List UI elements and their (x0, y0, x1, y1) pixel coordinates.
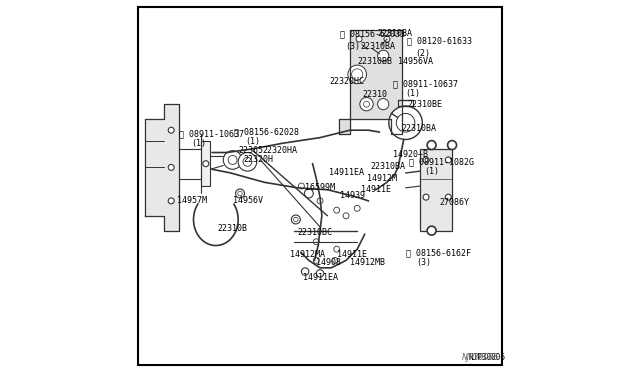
Circle shape (389, 106, 422, 140)
Circle shape (334, 246, 340, 252)
Circle shape (396, 113, 415, 132)
Polygon shape (339, 30, 402, 134)
Circle shape (354, 205, 360, 211)
Circle shape (445, 157, 451, 163)
Circle shape (305, 189, 314, 198)
Circle shape (243, 157, 252, 166)
Circle shape (203, 161, 209, 167)
Circle shape (294, 217, 298, 222)
Text: (1): (1) (191, 139, 207, 148)
Text: Ⓑ 08120-61633: Ⓑ 08120-61633 (408, 36, 472, 45)
Text: 14957M: 14957M (177, 196, 207, 205)
Text: Ⓝ 08911-10637: Ⓝ 08911-10637 (392, 79, 458, 88)
Circle shape (317, 198, 323, 204)
Text: Ⓑ 08156-6162F: Ⓑ 08156-6162F (406, 248, 470, 257)
Circle shape (238, 153, 257, 171)
Bar (201, 141, 211, 186)
Text: NJP30006: NJP30006 (468, 353, 506, 362)
Text: 14956VA: 14956VA (398, 57, 433, 66)
Text: 22310BB: 22310BB (357, 57, 392, 66)
Circle shape (351, 69, 363, 80)
Text: Ⓑ 08156-62028: Ⓑ 08156-62028 (234, 128, 300, 137)
Circle shape (228, 155, 237, 164)
Text: 14912M: 14912M (367, 174, 397, 183)
Text: 22310BA: 22310BA (370, 162, 405, 171)
Circle shape (378, 99, 389, 110)
Text: (3): (3) (417, 258, 432, 267)
Text: 22320HC: 22320HC (330, 77, 364, 86)
Circle shape (423, 194, 429, 200)
Circle shape (334, 207, 340, 213)
Circle shape (343, 213, 349, 219)
Circle shape (356, 36, 362, 42)
Text: 14908: 14908 (316, 258, 341, 267)
Text: (1): (1) (246, 137, 260, 146)
Circle shape (301, 268, 309, 275)
Text: 22310BA: 22310BA (402, 124, 437, 133)
Circle shape (423, 157, 429, 163)
Circle shape (427, 226, 436, 235)
Circle shape (348, 65, 367, 84)
Text: 14939: 14939 (340, 191, 365, 200)
Circle shape (364, 101, 369, 107)
Text: (2): (2) (415, 49, 430, 58)
Circle shape (223, 151, 242, 169)
Bar (420, 149, 452, 231)
Text: 22365: 22365 (238, 146, 263, 155)
Text: 22310BE: 22310BE (408, 100, 442, 109)
Text: Ⓝ 08911-10637: Ⓝ 08911-10637 (179, 129, 244, 138)
Text: 22320HA: 22320HA (262, 146, 298, 155)
Circle shape (384, 36, 390, 42)
Text: 14956V: 14956V (232, 196, 262, 205)
Circle shape (447, 141, 456, 150)
Circle shape (168, 198, 174, 204)
Text: Ⓑ 08156-62033: Ⓑ 08156-62033 (340, 29, 406, 38)
Text: 16599M: 16599M (305, 183, 335, 192)
Text: 14911E: 14911E (337, 250, 367, 259)
Text: 22320H: 22320H (244, 155, 274, 164)
Circle shape (298, 183, 305, 189)
Circle shape (291, 215, 300, 224)
Text: 14912MB: 14912MB (349, 258, 385, 267)
Circle shape (314, 239, 319, 245)
Text: 14920+B: 14920+B (392, 150, 428, 159)
Text: NJP30006: NJP30006 (461, 353, 499, 362)
Circle shape (236, 189, 244, 198)
Circle shape (445, 194, 451, 200)
Circle shape (168, 127, 174, 133)
Text: 22310BA: 22310BA (361, 42, 396, 51)
Text: 14912MA: 14912MA (291, 250, 325, 259)
Text: 27086Y: 27086Y (439, 198, 469, 207)
Text: 22310BC: 22310BC (298, 228, 333, 237)
Text: (1): (1) (424, 167, 439, 176)
Circle shape (360, 97, 373, 111)
Text: (1): (1) (406, 89, 420, 98)
Text: 22310B: 22310B (218, 224, 248, 233)
Text: (3): (3) (346, 42, 360, 51)
Circle shape (168, 164, 174, 170)
Polygon shape (145, 104, 179, 231)
Circle shape (314, 257, 319, 263)
Circle shape (378, 50, 389, 61)
Text: 22310BA: 22310BA (378, 29, 413, 38)
Text: Ⓝ 08911-1082G: Ⓝ 08911-1082G (410, 157, 474, 166)
Circle shape (427, 141, 436, 150)
Text: 14911E: 14911E (361, 185, 391, 194)
Text: 22310: 22310 (363, 90, 388, 99)
Circle shape (316, 270, 324, 277)
Text: 14911EA: 14911EA (330, 169, 364, 177)
Circle shape (238, 191, 243, 196)
Circle shape (332, 257, 338, 263)
Text: 14911EA: 14911EA (303, 273, 339, 282)
